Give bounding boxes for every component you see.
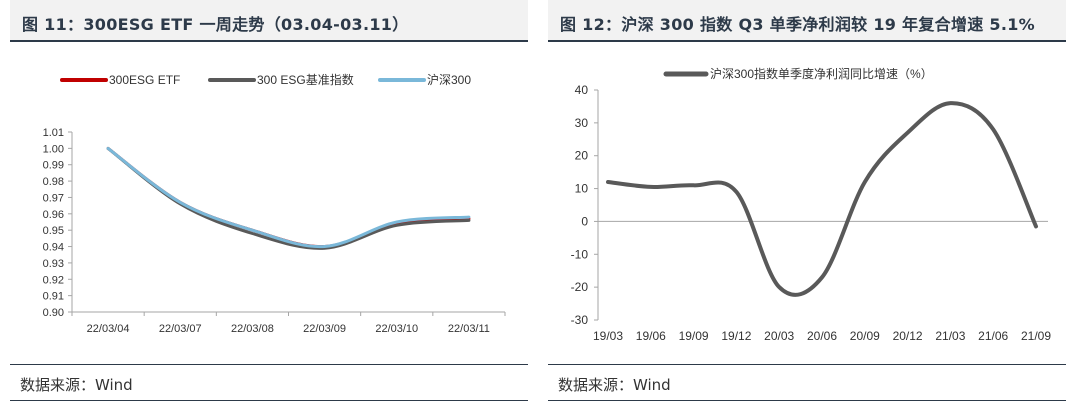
x-tick-label: 20/06 (807, 329, 837, 343)
source-note: 数据来源：Wind (558, 376, 671, 394)
chart-panel-left: 图 11：300ESG ETF 一周走势（03.04-03.11） 1.01 1.… (10, 0, 528, 411)
y-tick-label: 0.96 (43, 209, 64, 221)
y-tick-label: -10 (571, 247, 589, 261)
x-tick-label: 22/03/11 (448, 323, 490, 335)
x-tick-label: 19/12 (721, 329, 751, 343)
y-tick-label: 0.93 (43, 258, 64, 270)
y-tick-label: 0.91 (43, 291, 64, 303)
y-tick-label: -30 (571, 313, 589, 327)
chart-title: 图 12：沪深 300 指数 Q3 单季净利润较 19 年复合增速 5.1% (560, 15, 1036, 34)
x-tick-label: 22/03/09 (303, 323, 346, 335)
x-tick-label: 21/09 (1021, 329, 1051, 343)
chart-panel-right: 图 12：沪深 300 指数 Q3 单季净利润较 19 年复合增速 5.1% 4… (548, 0, 1066, 411)
x-tick-label: 20/12 (893, 329, 923, 343)
chart-title-bar: 图 11：300ESG ETF 一周走势（03.04-03.11） (10, 0, 528, 42)
series-line (106, 146, 471, 249)
y-tick-label: 0.94 (43, 242, 64, 254)
x-tick-label: 22/03/04 (87, 323, 130, 335)
y-tick-label: 10 (575, 182, 589, 196)
series-line (106, 146, 471, 250)
y-tick-label: -20 (571, 280, 589, 294)
y-tick-label: 0.99 (43, 160, 64, 172)
x-tick-label: 22/03/08 (231, 323, 274, 335)
x-tick-label: 19/06 (636, 329, 666, 343)
series-line (106, 146, 471, 249)
y-tick-label: 1.00 (43, 143, 64, 155)
legend-label: 沪深300指数单季度净利润同比增速（%） (710, 66, 933, 81)
series-line (606, 101, 1038, 297)
source-bar: 数据来源：Wind (10, 364, 528, 401)
y-tick-label: 1.01 (43, 127, 64, 139)
x-tick-label: 19/09 (679, 329, 709, 343)
y-tick-label: 0.97 (43, 192, 64, 204)
legend-label: 300ESG ETF (109, 73, 180, 87)
y-tick-label: 0.98 (43, 176, 64, 188)
chart-title-bar: 图 12：沪深 300 指数 Q3 单季净利润较 19 年复合增速 5.1% (548, 0, 1066, 42)
y-tick-label: 20 (575, 149, 589, 163)
chart-title: 图 11：300ESG ETF 一周走势（03.04-03.11） (22, 15, 409, 34)
y-tick-label: 0.92 (43, 274, 64, 286)
legend-label: 沪深300 (427, 73, 471, 87)
y-tick-label: 0.95 (43, 225, 64, 237)
x-tick-label: 19/03 (593, 329, 623, 343)
etf-weekly-line-chart: 1.01 1.00 0.99 0.98 0.97 0.96 0.95 0.94 0.93 0.92… (43, 72, 506, 335)
y-tick-label: 30 (575, 116, 589, 130)
y-tick-label: 0 (581, 214, 588, 228)
legend-label: 300 ESG基准指数 (257, 72, 354, 87)
x-tick-label: 21/06 (978, 329, 1008, 343)
profit-growth-line-chart: 40 30 20 10 0 -10 -20 -30 19/03 19/06 19/09 19/12 20… (571, 66, 1052, 343)
x-tick-label: 22/03/10 (375, 323, 418, 335)
y-tick-label: 0.90 (43, 307, 64, 319)
x-tick-label: 20/09 (850, 329, 880, 343)
x-tick-label: 22/03/07 (159, 323, 202, 335)
y-tick-label: 40 (575, 83, 589, 97)
source-bar: 数据来源：Wind (548, 364, 1066, 401)
x-tick-label: 21/03 (935, 329, 965, 343)
source-note: 数据来源：Wind (20, 376, 133, 394)
x-tick-label: 20/03 (764, 329, 794, 343)
